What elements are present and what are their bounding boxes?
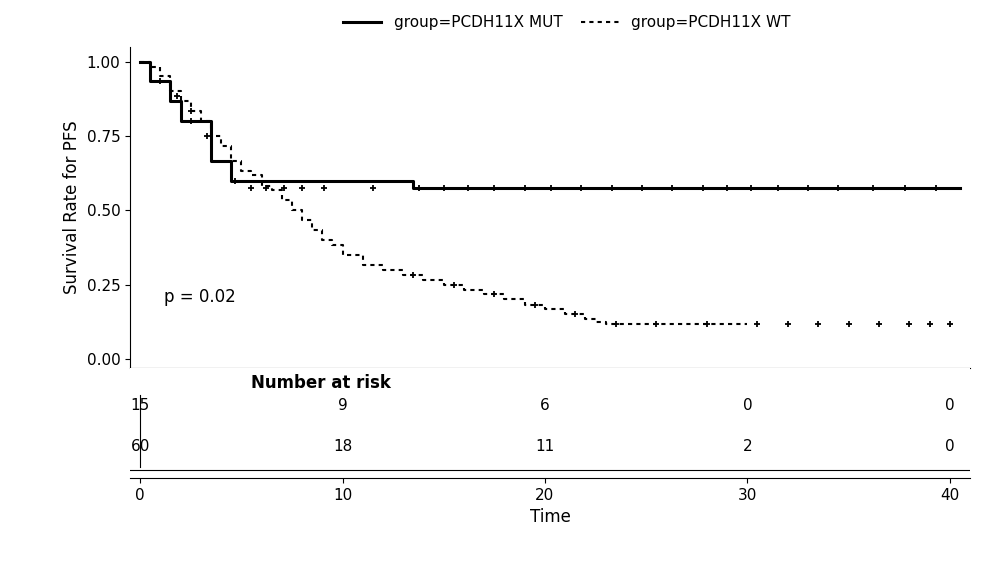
Text: 9: 9 [338,398,347,413]
Text: 18: 18 [333,439,352,454]
Text: 0: 0 [945,439,955,454]
Legend: group=PCDH11X MUT, group=PCDH11X WT: group=PCDH11X MUT, group=PCDH11X WT [337,9,797,37]
Text: p = 0.02: p = 0.02 [164,287,236,305]
Text: 60: 60 [130,439,150,454]
Text: 15: 15 [130,398,150,413]
X-axis label: Time: Time [530,398,570,416]
Text: 2: 2 [743,439,752,454]
Text: Number at risk: Number at risk [251,374,391,392]
Text: 0: 0 [743,398,752,413]
Y-axis label: Survival Rate for PFS: Survival Rate for PFS [63,121,81,294]
X-axis label: Time: Time [530,508,570,526]
Text: 0: 0 [945,398,955,413]
Text: 11: 11 [535,439,555,454]
Text: 6: 6 [540,398,550,413]
